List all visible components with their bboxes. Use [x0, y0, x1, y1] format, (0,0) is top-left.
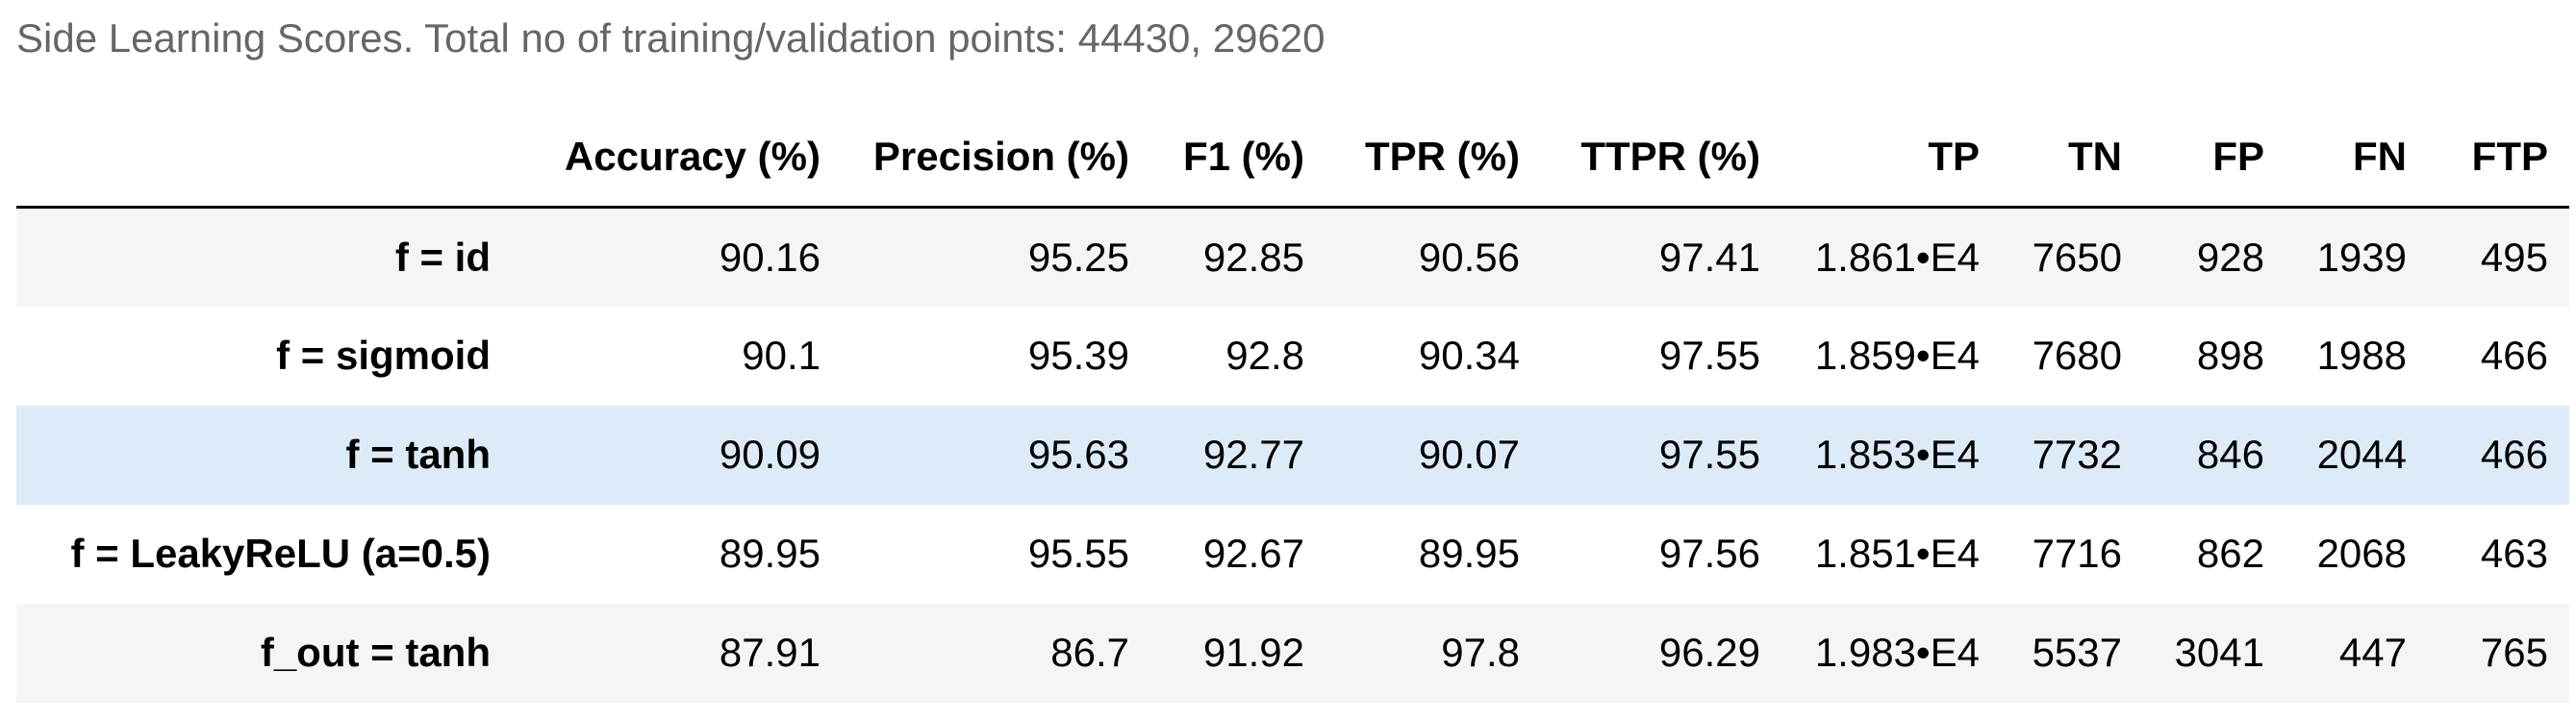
cell-f1: 92.67: [1202, 531, 1304, 576]
cell-ftp: 466: [2480, 432, 2548, 477]
cell-fn: 2068: [2316, 531, 2407, 576]
table-row-f-leakyrelu: f = LeakyReLU (a=0.5) 89.95 95.55 92.67 …: [16, 504, 2569, 604]
cell-ftp: 765: [2480, 630, 2548, 675]
cell-tpr: 89.95: [1418, 531, 1520, 576]
cell-accuracy: 90.1: [742, 333, 821, 378]
cell-fn: 2044: [2316, 432, 2407, 477]
cell-ttpr: 97.41: [1658, 234, 1760, 280]
column-header-f1: F1 (%): [1150, 108, 1326, 209]
column-header-tpr: TPR (%): [1326, 108, 1541, 209]
cell-f1: 92.85: [1202, 234, 1304, 280]
cell-ftp: 463: [2480, 531, 2548, 576]
column-header-ftp: FTP: [2428, 108, 2569, 209]
column-header-tn: TN: [2001, 108, 2143, 209]
column-header-fp: FP: [2143, 108, 2286, 209]
cell-fn: 1939: [2316, 234, 2407, 280]
row-label: f = tanh: [345, 432, 491, 477]
cell-tn: 7680: [2032, 333, 2122, 378]
cell-tn: 5537: [2032, 630, 2122, 675]
cell-precision: 95.63: [1027, 432, 1129, 477]
row-label: f = sigmoid: [276, 333, 491, 378]
cell-fp: 846: [2196, 432, 2264, 477]
scores-table: Accuracy (%) Precision (%) F1 (%) TPR (%…: [16, 108, 2569, 703]
cell-ttpr: 97.56: [1658, 531, 1760, 576]
cell-accuracy: 90.09: [719, 432, 821, 477]
cell-ftp: 495: [2480, 234, 2548, 280]
cell-f1: 92.8: [1225, 333, 1304, 378]
cell-ttpr: 97.55: [1658, 432, 1760, 477]
cell-fp: 928: [2196, 234, 2264, 280]
row-label: f_out = tanh: [260, 630, 491, 675]
column-header-fn: FN: [2286, 108, 2428, 209]
cell-tpr: 90.07: [1418, 432, 1520, 477]
cell-tn: 7716: [2032, 531, 2122, 576]
cell-tp: 1.851•E4: [1814, 531, 1980, 576]
table-row-f-id: f = id 90.16 95.25 92.85 90.56 97.41 1.8…: [16, 207, 2569, 307]
cell-ftp: 466: [2480, 333, 2548, 378]
cell-tpr: 90.56: [1418, 234, 1520, 280]
cell-fp: 3041: [2174, 630, 2264, 675]
cell-tp: 1.859•E4: [1814, 333, 1980, 378]
cell-accuracy: 90.16: [719, 234, 821, 280]
cell-fn: 447: [2338, 630, 2407, 675]
cell-ttpr: 96.29: [1658, 630, 1760, 675]
cell-tpr: 97.8: [1441, 630, 1520, 675]
column-header-accuracy: Accuracy (%): [512, 108, 842, 209]
cell-tp: 1.983•E4: [1814, 630, 1980, 675]
cell-accuracy: 87.91: [719, 630, 821, 675]
cell-accuracy: 89.95: [719, 531, 821, 576]
column-header-tp: TP: [1781, 108, 2001, 209]
row-label: f = id: [394, 234, 491, 280]
cell-fp: 862: [2196, 531, 2264, 576]
cell-fp: 898: [2196, 333, 2264, 378]
table-row-f-out-tanh: f_out = tanh 87.91 86.7 91.92 97.8 96.29…: [16, 603, 2569, 703]
cell-tp: 1.853•E4: [1814, 432, 1980, 477]
index-header: [16, 108, 512, 209]
cell-tn: 7732: [2032, 432, 2122, 477]
cell-ttpr: 97.55: [1658, 333, 1760, 378]
cell-tn: 7650: [2032, 234, 2122, 280]
cell-precision: 95.25: [1027, 234, 1129, 280]
cell-precision: 95.55: [1027, 531, 1129, 576]
column-header-precision: Precision (%): [842, 108, 1150, 209]
cell-tp: 1.861•E4: [1814, 234, 1980, 280]
cell-f1: 92.77: [1202, 432, 1304, 477]
cell-f1: 91.92: [1202, 630, 1304, 675]
table-header-row: Accuracy (%) Precision (%) F1 (%) TPR (%…: [16, 108, 2569, 209]
cell-tpr: 90.34: [1418, 333, 1520, 378]
row-label: f = LeakyReLU (a=0.5): [70, 531, 491, 576]
column-header-ttpr: TTPR (%): [1541, 108, 1781, 209]
cell-fn: 1988: [2316, 333, 2407, 378]
table-row-f-sigmoid: f = sigmoid 90.1 95.39 92.8 90.34 97.55 …: [16, 306, 2569, 406]
cell-precision: 86.7: [1050, 630, 1129, 675]
table-row-f-tanh: f = tanh 90.09 95.63 92.77 90.07 97.55 1…: [16, 405, 2569, 505]
cell-precision: 95.39: [1027, 333, 1129, 378]
table-caption: Side Learning Scores. Total no of traini…: [16, 15, 1326, 61]
